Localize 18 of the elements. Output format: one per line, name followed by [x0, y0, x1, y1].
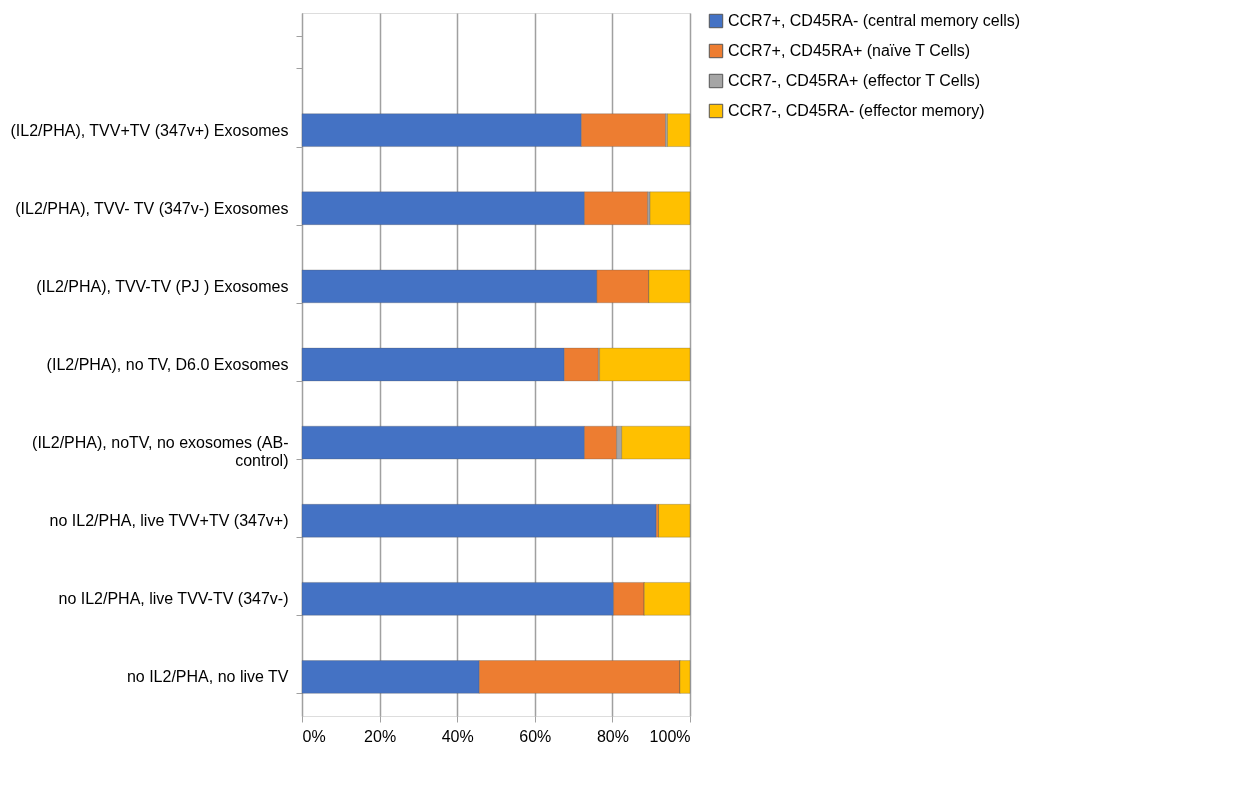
x-tick-label: 80% [596, 727, 629, 745]
y-tick-label: (IL2/PHA), noTV, no exosomes (AB-control) [32, 434, 289, 470]
y-tick-label: (IL2/PHA), no TV, D6.0 Exosomes [46, 356, 289, 373]
x-tick-label: 40% [441, 727, 474, 745]
y-tick-label: (IL2/PHA), TVV-TV (PJ ) Exosomes [36, 277, 289, 295]
x-tick-label: 60% [519, 727, 552, 745]
y-tick-label: (IL2/PHA), TVV+TV (347v+) Exosomes [10, 121, 289, 139]
x-tick-label: 0% [302, 727, 326, 745]
legend-label: CCR7+, CD45RA+ (naïve T Cells) [728, 42, 971, 59]
y-tick-label: no IL2/PHA, live TVV+TV (347v+) [49, 512, 289, 530]
legend-label: CCR7-, CD45RA+ (effector T Cells) [728, 72, 981, 89]
x-tick-label: 20% [364, 727, 397, 745]
legend-label: CCR7+, CD45RA- (central memory cells) [728, 12, 1021, 29]
x-tick-label: 100% [649, 727, 691, 745]
legend-label: CCR7-, CD45RA- (effector memory) [728, 102, 985, 119]
y-tick-label: (IL2/PHA), TVV- TV (347v-) Exosomes [15, 199, 289, 217]
y-tick-label: no IL2/PHA, live TVV-TV (347v-) [58, 590, 289, 608]
y-tick-label: no IL2/PHA, no live TV [126, 668, 289, 686]
